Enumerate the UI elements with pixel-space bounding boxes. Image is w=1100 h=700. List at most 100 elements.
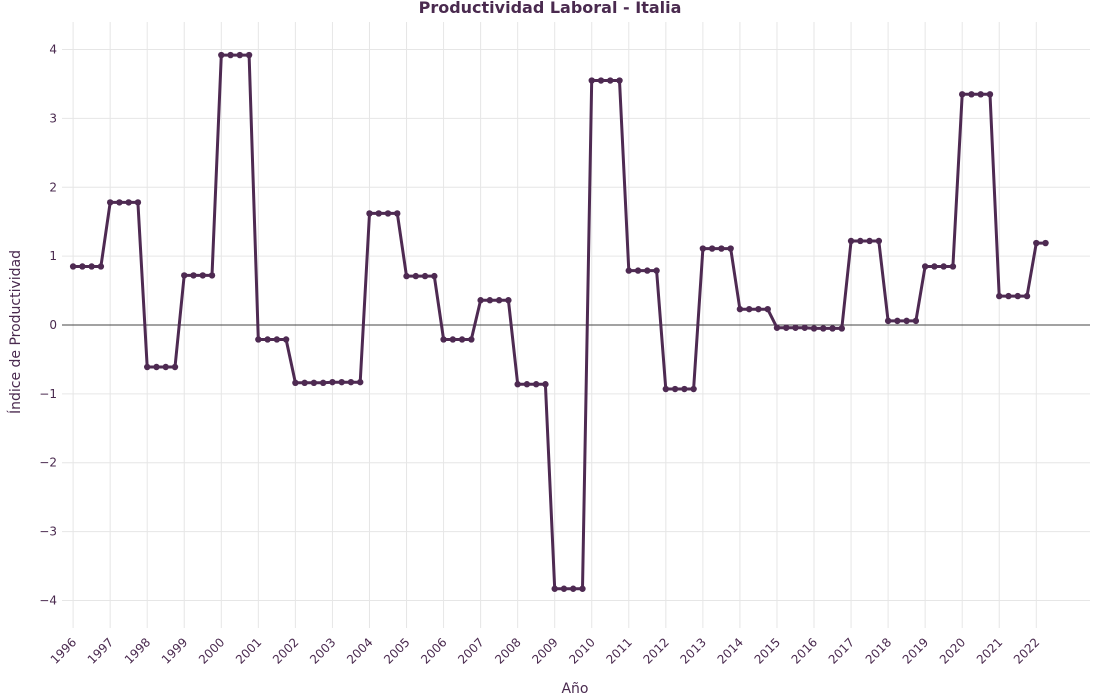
data-point (857, 237, 864, 245)
data-point (884, 317, 892, 325)
x-tick-label: 2008 (492, 635, 523, 666)
y-tick-label: −3 (39, 525, 57, 539)
data-point (783, 324, 790, 331)
data-point (190, 272, 197, 279)
y-tick-label: −4 (39, 593, 57, 607)
data-point (597, 77, 605, 84)
x-tick-label: 1996 (48, 635, 79, 666)
data-point (820, 325, 827, 332)
data-point (97, 263, 105, 270)
data-point (847, 237, 855, 245)
data-point (921, 263, 929, 270)
data-point (431, 272, 438, 280)
x-tick-label: 2001 (233, 635, 264, 666)
data-point (736, 305, 744, 313)
data-point (88, 263, 95, 270)
data-point (1005, 292, 1012, 300)
x-tick-label: 2021 (974, 635, 1005, 666)
data-point (218, 51, 225, 59)
data-point (310, 379, 318, 387)
data-point (940, 263, 947, 270)
data-point (523, 381, 531, 388)
data-point (810, 325, 818, 332)
data-point (181, 272, 188, 279)
data-point (551, 585, 558, 592)
data-point (366, 210, 373, 217)
data-point (477, 297, 484, 304)
x-tick-label: 2000 (196, 635, 227, 666)
x-tick-label: 2018 (863, 635, 894, 666)
data-point (996, 292, 1003, 300)
data-points-group (69, 51, 1049, 592)
y-tick-label: −1 (39, 387, 57, 401)
x-tick-label: 1997 (85, 635, 116, 666)
data-point (625, 267, 632, 274)
data-point (227, 51, 234, 59)
x-tick-label: 2022 (1011, 635, 1042, 666)
series-line-group (71, 53, 1047, 591)
data-point (106, 199, 114, 206)
x-tick-label: 1998 (122, 635, 153, 666)
data-point (1014, 292, 1021, 300)
data-point (532, 381, 540, 388)
data-point (690, 385, 697, 393)
data-point (199, 272, 206, 279)
data-point (662, 385, 670, 393)
data-point (273, 336, 281, 343)
data-point (986, 91, 994, 98)
y-axis-ticks: −4 −3 −2 −1 0 1 2 3 4 (39, 43, 57, 608)
data-point (153, 363, 160, 371)
data-point (208, 272, 216, 279)
x-tick-label: 2012 (640, 635, 671, 666)
chart-title: Productividad Laboral - Italia (419, 0, 682, 17)
data-point (319, 379, 327, 387)
data-point (894, 317, 901, 325)
data-point (384, 210, 392, 217)
data-point (79, 263, 86, 270)
data-point (570, 585, 577, 592)
data-point (338, 378, 345, 386)
x-tick-label: 2003 (307, 635, 338, 666)
data-point (264, 336, 271, 343)
data-point (745, 305, 753, 313)
data-point (1042, 239, 1049, 247)
data-point (958, 91, 966, 98)
data-point (912, 317, 920, 325)
data-point (255, 336, 262, 343)
x-axis-ticks: 1996 1997 1998 1999 2000 2001 2002 2003 2004 2005… (48, 635, 1043, 666)
x-tick-label: 2005 (381, 635, 412, 666)
data-point (727, 245, 734, 252)
data-point (792, 324, 799, 331)
data-point (542, 381, 549, 388)
data-point (931, 263, 938, 270)
data-point (949, 263, 957, 270)
data-point (412, 272, 419, 280)
data-point (449, 336, 457, 343)
data-point (301, 379, 308, 387)
data-point (116, 199, 123, 206)
data-point (144, 363, 151, 371)
data-point (588, 77, 595, 84)
data-point (671, 385, 679, 393)
x-tick-label: 2014 (715, 635, 746, 666)
data-point (69, 263, 77, 270)
data-point (125, 199, 132, 206)
data-point (458, 336, 466, 343)
data-point (681, 385, 688, 393)
x-tick-label: 2016 (789, 635, 820, 666)
data-point (634, 267, 642, 274)
x-tick-label: 2020 (937, 635, 968, 666)
y-axis-title: Índice de Productividad (7, 250, 24, 414)
data-point (708, 245, 716, 252)
data-point (718, 245, 725, 252)
data-point (866, 237, 873, 245)
data-point (977, 91, 984, 98)
x-tick-label: 2004 (344, 635, 375, 666)
data-point (773, 324, 781, 331)
x-tick-label: 2013 (678, 635, 709, 666)
data-point (495, 297, 503, 304)
x-tick-label: 2009 (529, 635, 560, 666)
data-point (134, 199, 142, 206)
data-point (171, 363, 179, 371)
